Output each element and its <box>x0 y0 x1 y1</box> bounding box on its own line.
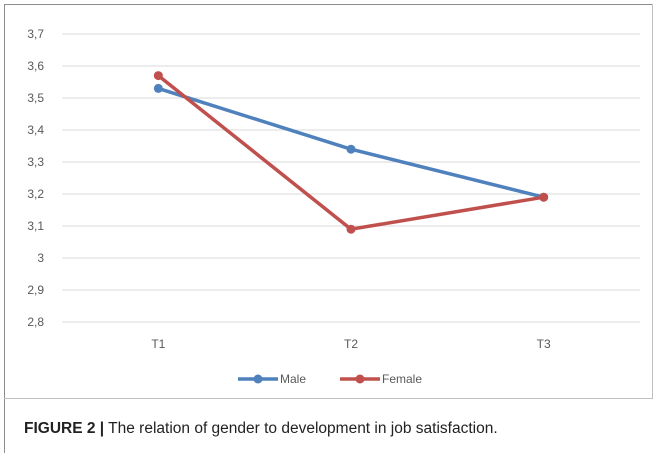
y-tick-label: 3,4 <box>27 123 44 137</box>
x-tick-label: T3 <box>537 337 551 351</box>
data-point-male <box>153 83 163 93</box>
figure-caption: FIGURE 2 | The relation of gender to dev… <box>24 420 498 438</box>
y-tick-label: 3,7 <box>27 27 44 41</box>
legend-label-female: Female <box>382 372 422 386</box>
y-tick-label: 3,2 <box>27 187 44 201</box>
y-tick-label: 3,5 <box>27 91 44 105</box>
y-tick-label: 2,9 <box>27 283 44 297</box>
legend-marker-male <box>253 374 263 384</box>
y-tick-label: 3,1 <box>27 219 44 233</box>
legend-label-male: Male <box>280 372 306 386</box>
data-point-female <box>539 192 549 202</box>
x-tick-label: T1 <box>151 337 165 351</box>
y-tick-label: 2,8 <box>27 315 44 329</box>
data-point-female <box>153 71 163 81</box>
y-tick-label: 3,6 <box>27 59 44 73</box>
data-point-female <box>346 224 356 234</box>
caption-text: The relation of gender to development in… <box>104 420 498 437</box>
x-tick-label: T2 <box>344 337 358 351</box>
figure-frame <box>4 4 653 453</box>
x-axis: T1 T2 T3 <box>151 337 551 351</box>
line-chart: 3,7 3,6 3,5 3,4 3,3 3,2 3,1 3 2,9 2,8 T1 T2 T3 Male… <box>27 27 640 386</box>
legend-marker-female <box>355 374 365 384</box>
caption-label: FIGURE 2 | <box>24 420 105 437</box>
series-lines <box>153 71 549 234</box>
y-tick-label: 3,3 <box>27 155 44 169</box>
y-axis: 3,7 3,6 3,5 3,4 3,3 3,2 3,1 3 2,9 2,8 <box>27 27 44 329</box>
data-point-male <box>346 144 356 154</box>
legend: Male Female <box>238 372 422 386</box>
y-tick-label: 3 <box>37 251 44 265</box>
gridlines <box>62 33 640 323</box>
series-line-male <box>157 86 545 199</box>
chart-area <box>4 4 653 399</box>
